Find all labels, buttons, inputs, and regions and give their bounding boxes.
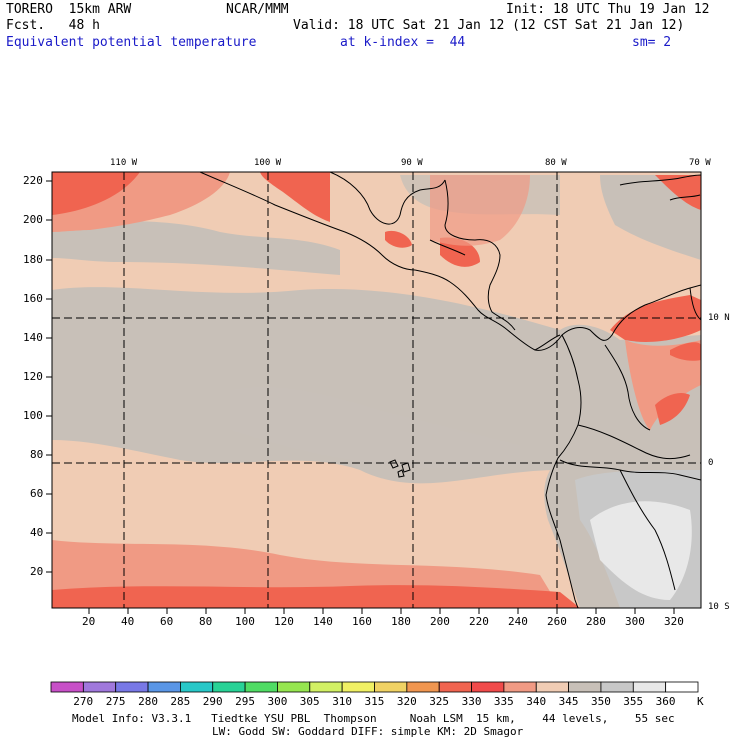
x-tick-label: 160 — [352, 615, 372, 628]
colorbar-swatch — [115, 681, 149, 693]
x-tick-label: 280 — [586, 615, 606, 628]
plot-frame — [51, 171, 702, 609]
y-tick-label: 220 — [23, 174, 43, 187]
colorbar-label: 280 — [138, 695, 158, 708]
x-tick-label: 100 — [235, 615, 255, 628]
x-tick-label: 40 — [121, 615, 135, 628]
colorbar-label: 350 — [591, 695, 611, 708]
lon-label-80w: 80 W — [545, 158, 567, 168]
colorbar-label: 305 — [299, 695, 320, 708]
colorbar-swatch — [277, 681, 311, 693]
colorbar-swatch — [438, 681, 472, 693]
x-tick-label: 240 — [508, 615, 528, 628]
colorbar-label: 275 — [105, 695, 126, 708]
smoothing-label: sm= 2 — [632, 35, 672, 50]
theta-e-field — [52, 172, 701, 608]
colorbar-label: 335 — [493, 695, 514, 708]
colorbar-swatch — [600, 681, 634, 693]
colorbar-unit: K — [697, 695, 704, 708]
lon-label-90w: 90 W — [401, 158, 423, 168]
colorbar-swatch — [374, 681, 408, 693]
colorbar-swatch — [632, 681, 667, 693]
colorbar-swatch — [341, 681, 375, 693]
forecast-hour: Fcst. 48 h — [6, 18, 100, 33]
x-tick-label: 60 — [160, 615, 174, 628]
organization: NCAR/MMM — [226, 2, 289, 17]
colorbar-label: 345 — [558, 695, 579, 708]
colorbar-label: 320 — [396, 695, 417, 708]
x-tick-label: 260 — [547, 615, 567, 628]
axis-ticks — [46, 180, 675, 614]
colorbar-swatch — [503, 681, 537, 693]
colorbar-label: 270 — [73, 695, 94, 708]
model-name: TORERO 15km ARW — [6, 2, 132, 17]
lon-label-100w: 100 W — [254, 158, 282, 168]
x-tick-label: 80 — [199, 615, 213, 628]
x-tick-label: 300 — [625, 615, 645, 628]
y-tick-label: 180 — [23, 253, 43, 266]
colorbar-label: 300 — [267, 695, 288, 708]
x-tick-label: 320 — [664, 615, 684, 628]
colorbar-swatch — [244, 681, 278, 693]
x-tick-label: 220 — [469, 615, 489, 628]
lat-label-0: 0 — [708, 458, 714, 468]
colorbar-swatch — [309, 681, 343, 693]
latlon-grid — [52, 172, 701, 608]
colorbar-swatch — [147, 681, 181, 693]
y-tick-label: 80 — [30, 448, 44, 461]
lon-label-70w: 70 W — [689, 158, 711, 168]
y-tick-label: 100 — [23, 409, 43, 422]
colorbar — [50, 681, 699, 693]
colorbar-label: 330 — [461, 695, 482, 708]
colorbar-swatch — [568, 681, 602, 693]
colorbar-label: 355 — [623, 695, 644, 708]
colorbar-label: 315 — [364, 695, 385, 708]
colorbar-swatch — [50, 681, 84, 693]
y-tick-label: 120 — [23, 370, 43, 383]
x-tick-label: 120 — [274, 615, 294, 628]
x-tick-label: 180 — [391, 615, 411, 628]
x-tick-label: 20 — [82, 615, 96, 628]
colorbar-label: 285 — [170, 695, 191, 708]
colorbar-swatch — [471, 681, 505, 693]
colorbar-swatch — [665, 681, 699, 693]
colorbar-swatch — [535, 681, 569, 693]
x-tick-label: 200 — [430, 615, 450, 628]
x-tick-label: 140 — [313, 615, 333, 628]
colorbar-label: 325 — [429, 695, 450, 708]
y-tick-label: 160 — [23, 292, 43, 305]
lat-label-10s: 10 S — [708, 602, 730, 612]
field-name: Equivalent potential temperature — [6, 35, 257, 50]
colorbar-swatch — [212, 681, 246, 693]
level-label: at k-index = 44 — [340, 35, 466, 50]
valid-time: Valid: 18 UTC Sat 21 Jan 12 (12 CST Sat … — [293, 18, 685, 33]
colorbar-swatch — [82, 681, 117, 693]
colorbar-swatch — [179, 681, 214, 693]
physics-info: LW: Godd SW: Goddard DIFF: simple KM: 2D… — [212, 725, 524, 738]
y-tick-label: 20 — [30, 565, 44, 578]
colorbar-label: 290 — [202, 695, 223, 708]
colorbar-swatch — [406, 681, 440, 693]
colorbar-label: 340 — [526, 695, 547, 708]
y-tick-label: 40 — [30, 526, 44, 539]
model-info: Model Info: V3.3.1 Tiedtke YSU PBL Thomp… — [72, 712, 675, 725]
colorbar-label: 310 — [332, 695, 353, 708]
y-tick-label: 60 — [30, 487, 44, 500]
lat-label-10n: 10 N — [708, 313, 730, 323]
coastlines — [199, 172, 701, 608]
colorbar-label: 360 — [655, 695, 676, 708]
y-tick-label: 140 — [23, 331, 43, 344]
y-tick-label: 200 — [23, 213, 43, 226]
init-time: Init: 18 UTC Thu 19 Jan 12 — [506, 2, 710, 17]
colorbar-label: 295 — [235, 695, 255, 708]
lon-label-110w: 110 W — [110, 158, 138, 168]
